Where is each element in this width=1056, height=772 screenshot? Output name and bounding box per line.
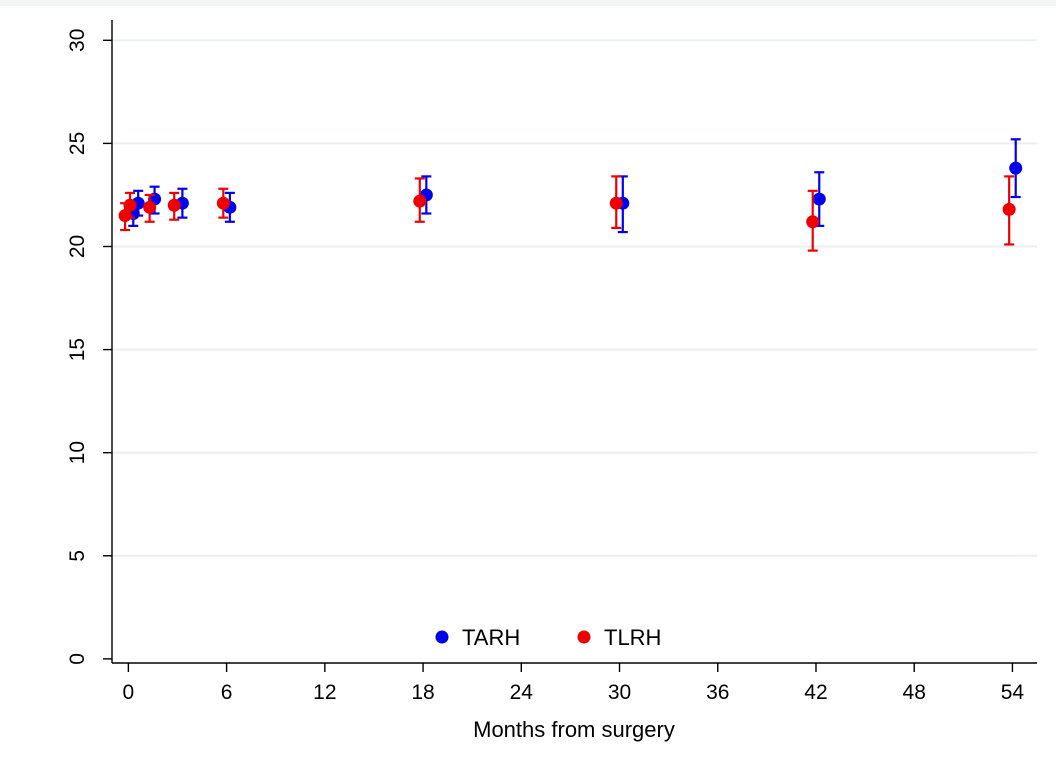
data-point [216, 196, 230, 210]
y-tick-label: 20 [66, 235, 89, 258]
legend: TARH TLRH [435, 625, 661, 650]
legend-label-tarh: TARH [462, 625, 520, 650]
y-tick-label: 5 [66, 550, 89, 562]
data-point [1002, 202, 1016, 216]
x-tick-label: 24 [510, 681, 534, 704]
data-point [123, 198, 137, 212]
data-point [143, 200, 157, 214]
data-point [812, 192, 826, 206]
x-tick-label: 42 [804, 681, 827, 704]
data-point [1009, 161, 1023, 175]
data-point [806, 215, 820, 229]
y-tick-label: 15 [66, 338, 89, 361]
x-tick-label: 12 [313, 681, 336, 704]
axis-layer: 0 5 10 15 20 25 30 0 6 12 18 24 30 36 42 48 54 [66, 20, 1037, 704]
x-tick-label: 18 [411, 681, 434, 704]
y-tick-label: 25 [66, 132, 89, 155]
data-point [118, 209, 132, 223]
grid-layer [112, 39, 1037, 557]
y-tick-label: 10 [66, 441, 89, 464]
series-layer [118, 138, 1023, 252]
data-point [413, 194, 427, 208]
x-tick-label: 54 [1001, 681, 1025, 704]
legend-marker-tlrh [577, 630, 591, 644]
x-tick-label: 48 [903, 681, 926, 704]
series-tlrh [118, 175, 1016, 252]
legend-label-tlrh: TLRH [604, 625, 661, 650]
legend-marker-tarh [435, 630, 449, 644]
top-band [0, 0, 1056, 6]
x-tick-label: 36 [706, 681, 729, 704]
x-tick-label: 6 [221, 681, 233, 704]
y-tick-label: 30 [66, 29, 89, 52]
x-tick-label: 30 [608, 681, 631, 704]
y-tick-label: 0 [66, 653, 89, 665]
data-point [167, 198, 181, 212]
x-tick-label: 0 [123, 681, 135, 704]
data-point [609, 196, 623, 210]
x-axis-title: Months from surgery [473, 717, 675, 742]
